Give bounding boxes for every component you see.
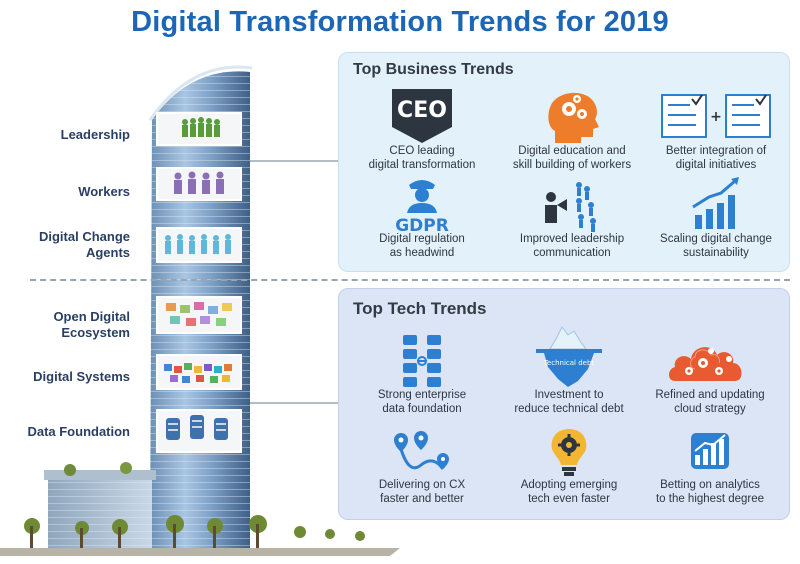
cloud-gears-icon [669,347,742,381]
trend-caption: Investment to reduce technical debt [514,389,624,415]
leader-megaphone-icon [545,182,596,232]
trend-caption: Betting on analytics to the highest degr… [655,479,765,505]
trend-scaling-change: Scaling digital change sustainability [641,175,791,260]
trend-caption: Improved leadership communication [519,233,625,259]
trend-better-integration: + Better integration of digital initiati… [641,87,791,172]
tech-trends-panel: Top Tech Trends Strong enterprise data f… [338,288,790,520]
checklist-plus-icon: + [661,94,771,138]
trend-caption: Digital regulation as headwind [379,233,465,259]
trend-caption: Refined and updating cloud strategy [655,389,765,415]
tower-label-digital-systems: Digital Systems [33,369,130,384]
page-title: Digital Transformation Trends for 2019 [131,6,669,38]
tower-label-change-agents: Digital Change Agents [38,229,130,260]
trend-ceo-leading: CEO CEO leading digital transformation [347,87,497,172]
head-gears-icon [548,92,599,143]
trend-enterprise-data: Strong enterprise data foundation [347,331,497,416]
tower-label-open-ecosystem: Open Digital Ecosystem [53,309,130,340]
tower-label-workers: Workers [78,184,130,199]
gdpr-text: GDPR [395,216,449,233]
trend-caption: CEO leading digital transformation [368,145,476,171]
route-pins-icon [394,431,449,470]
ceo-badge-text: CEO [397,98,447,123]
technical-debt-label: Technical debt [543,359,595,367]
trend-digital-education: Digital education and skill building of … [497,87,647,172]
trend-emerging-tech: Adopting emerging tech even faster [494,425,644,506]
trend-cloud-strategy: Refined and updating cloud strategy [635,329,785,416]
business-trends-panel: Top Business Trends CEO CEO leading digi… [338,52,790,272]
trend-caption: Strong enterprise data foundation [377,389,467,415]
section-divider [30,279,790,281]
svg-text:+: + [710,109,722,125]
lightbulb-gear-icon [551,429,587,476]
analytics-chart-icon [691,433,729,469]
trend-caption: Delivering on CX faster and better [378,479,466,505]
tech-connector-line [250,402,340,404]
growth-bars-icon [692,177,739,229]
trend-analytics: Betting on analytics to the highest degr… [635,429,785,506]
trend-caption: Digital education and skill building of … [512,145,632,171]
database-stack-icon [403,335,441,387]
business-connector-line [250,160,340,162]
tower-label-data-foundation: Data Foundation [27,424,130,439]
trend-caption: Adopting emerging tech even faster [520,479,618,505]
ceo-badge-icon: CEO [392,89,452,143]
iceberg-icon: Technical debt [536,326,602,387]
trend-caption: Scaling digital change sustainability [660,233,772,259]
trend-caption: Better integration of digital initiative… [665,145,767,171]
business-trends-title: Top Business Trends [353,61,514,78]
trend-leadership-communication: Improved leadership communication [497,175,647,260]
gdpr-officer-icon: GDPR [395,180,449,233]
tower-label-leadership: Leadership [60,127,130,142]
trend-digital-regulation: GDPR Digital regulation as headwind [347,175,497,260]
trend-cx-delivery: Delivering on CX faster and better [347,429,497,506]
trend-technical-debt: Technical debt Investment to reduce tech… [494,323,644,416]
tech-trends-title: Top Tech Trends [353,299,487,318]
